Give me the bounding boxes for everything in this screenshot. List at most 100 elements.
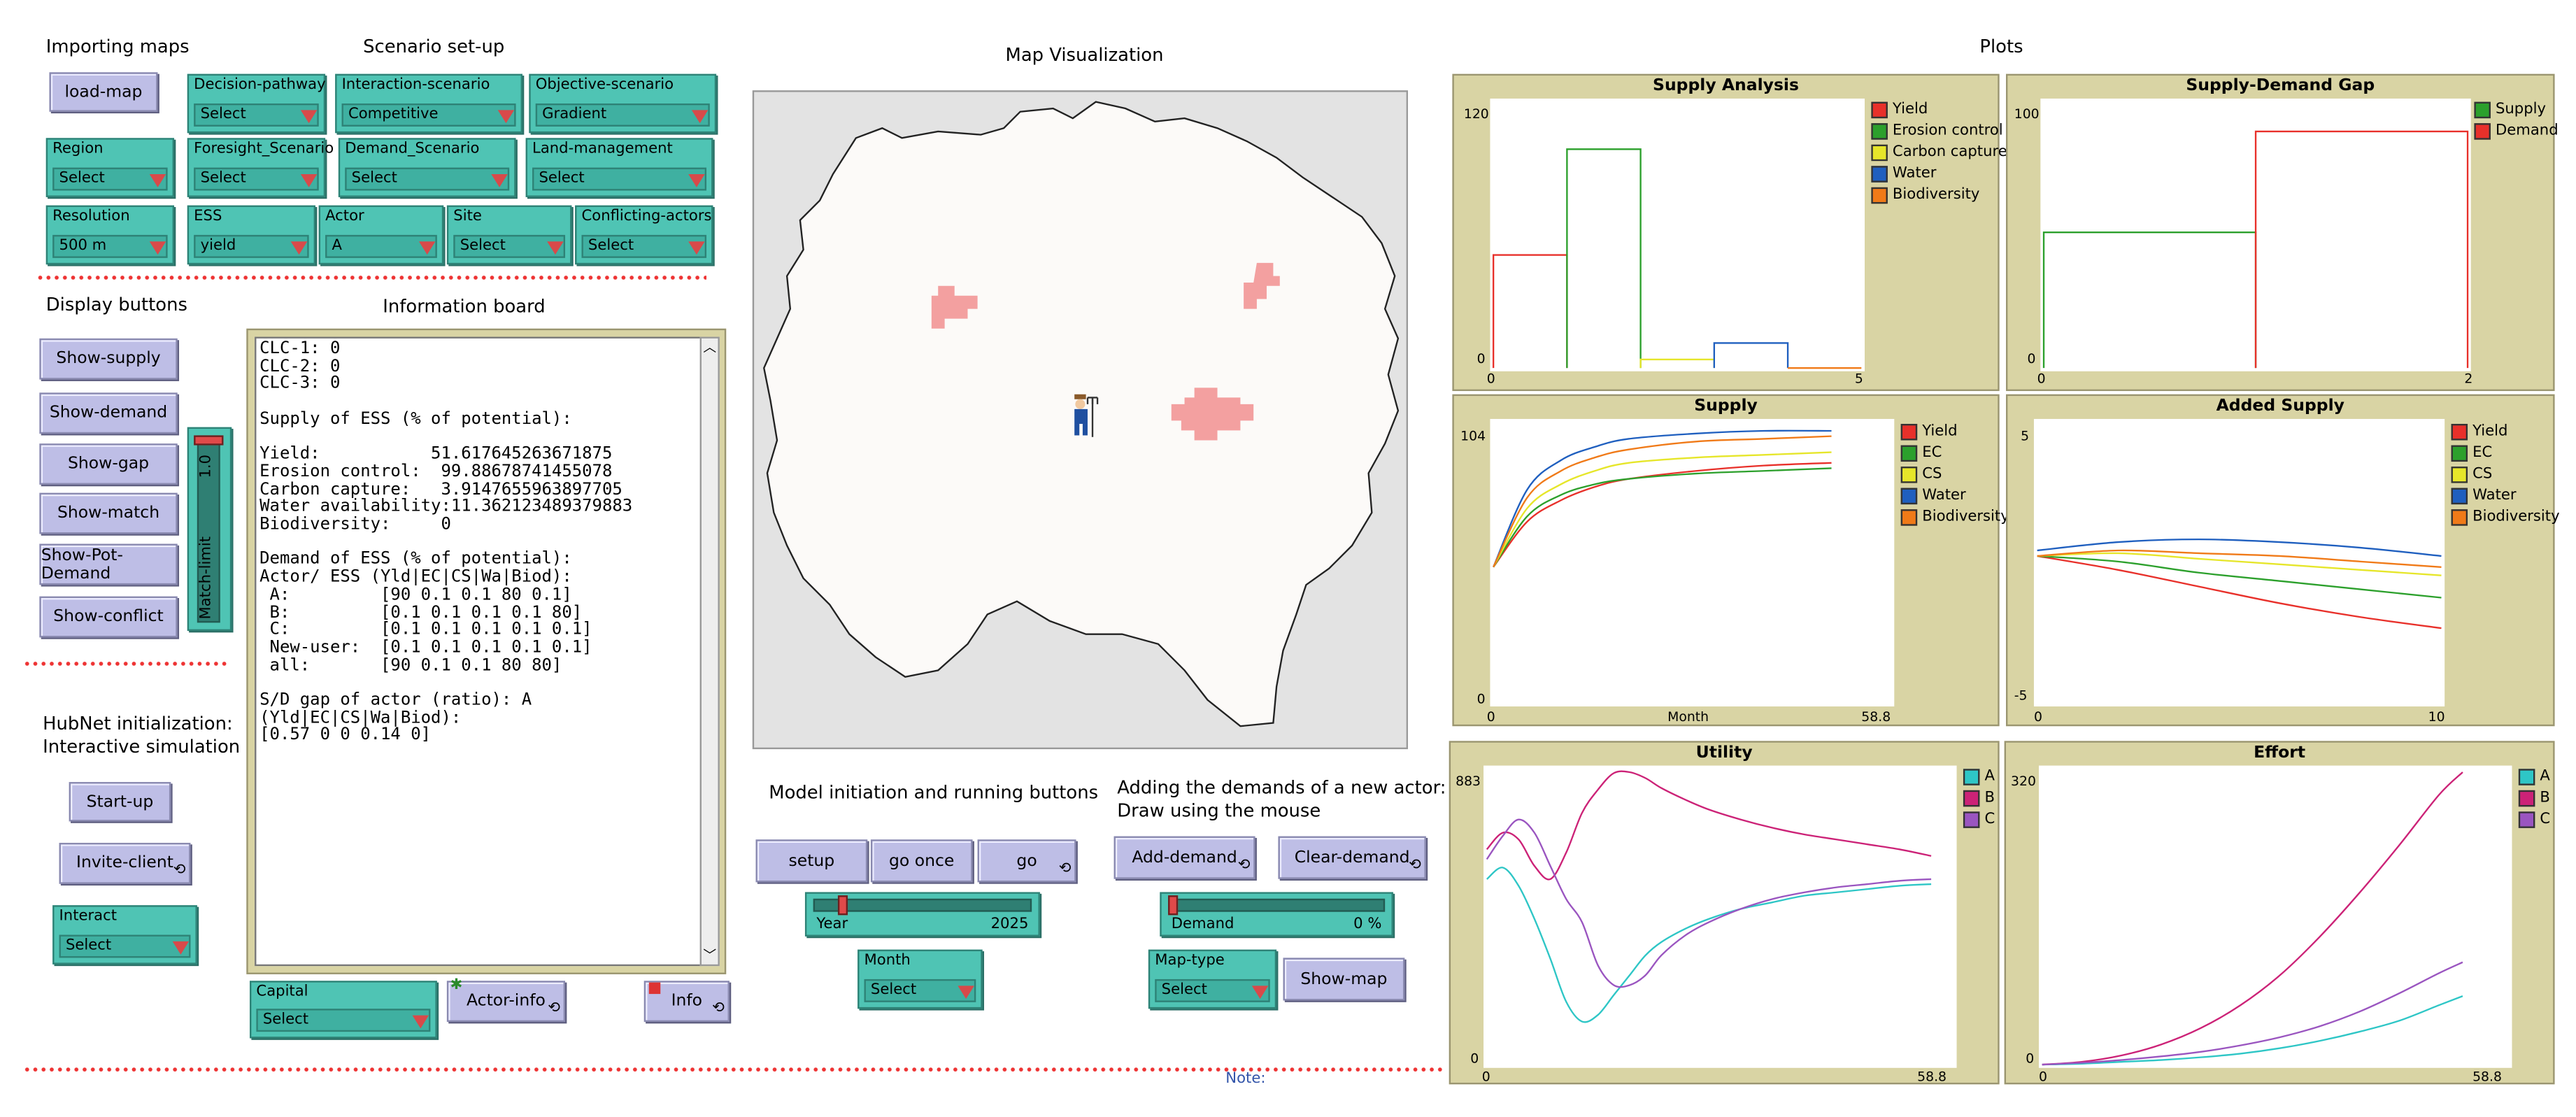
legend-label: C [2540,811,2551,827]
x-max-label: 2 [2464,371,2473,386]
scroll-down-icon[interactable]: ﹀ [703,948,717,963]
y-max-label: 5 [2021,429,2030,444]
conflicting-actors-chooser[interactable]: Conflicting-actors Select [575,205,713,265]
chooser-value: Select [59,934,191,958]
slider-handle[interactable] [1168,895,1179,916]
region-chooser[interactable]: Region Select [45,138,174,197]
legend-item: Biodiversity [1900,506,2009,527]
month-chooser[interactable]: Month Select [858,949,983,1009]
x-max-label: 58.8 [1917,1069,1947,1085]
show-demand-button[interactable]: Show-demand [39,392,178,434]
legend-swatch [2451,508,2468,525]
bar-carbon-capture [1639,358,1716,369]
forever-icon: ⟲ [712,1000,725,1017]
show-pot-demand-button[interactable]: Show-Pot-Demand [39,543,178,585]
map-view[interactable] [752,90,1409,750]
plot-title: Supply-Demand Gap [2186,77,2375,96]
objective-scenario-chooser[interactable]: Objective-scenario Gradient [529,73,717,134]
legend-label: Erosion control [1892,122,2003,139]
series-line-b [2042,771,2463,1066]
actor-chooser[interactable]: Actor A [318,205,444,265]
scroll-up-icon[interactable]: ︿ [703,340,717,355]
show-conflict-button[interactable]: Show-conflict [39,596,178,638]
year-slider[interactable]: Year 2025 [804,892,1040,937]
plot-area [1490,98,1865,371]
load-map-button[interactable]: load-map [49,72,158,112]
decision-pathway-chooser[interactable]: Decision-pathway Select [187,73,326,134]
legend-swatch [1900,422,1918,440]
legend-label: Water [2472,487,2517,504]
foresight-scenario-chooser[interactable]: Foresight_Scenario Select [187,138,334,197]
bar-demand [2254,130,2469,369]
info-scrollbar[interactable]: ︿ ﹀ [699,336,720,967]
show-gap-button[interactable]: Show-gap [39,443,178,485]
dropdown-arrow-icon [290,241,308,255]
plot-svg [1486,770,1932,1023]
forever-icon: ⟲ [1409,858,1421,874]
legend-label: Supply [2495,101,2547,118]
hubnet-heading: HubNet initialization: [43,713,233,734]
interaction-scenario-chooser[interactable]: Interaction-scenario Competitive [335,73,522,134]
bar-water [1713,342,1789,369]
site-chooser[interactable]: Site Select [446,205,572,265]
slider-handle[interactable] [838,895,848,916]
information-board-heading: Information board [383,295,546,318]
legend-swatch [1871,122,1888,139]
ess-chooser[interactable]: ESS yield [187,205,315,265]
series-line-a [1486,867,1932,1023]
plot-legend: Yield EC CS Water Biodiversity [2451,420,2560,527]
demand-scenario-chooser[interactable]: Demand_Scenario Select [338,138,516,197]
legend-item: C [1963,809,1995,830]
setup-button[interactable]: setup [755,839,868,883]
legend-label: Biodiversity [1892,186,1980,204]
actor-info-button[interactable]: Actor-info ⟲ ✱ [446,978,566,1023]
start-up-button[interactable]: Start-up [69,782,171,822]
chooser-value: Select [532,167,707,191]
dropdown-arrow-icon [958,986,974,999]
slider-handle[interactable] [194,435,224,446]
go-button[interactable]: go ⟲ [977,839,1076,883]
clear-demand-button[interactable]: Clear-demand ⟲ [1278,836,1426,879]
demand-slider[interactable]: Demand 0 % [1160,892,1393,937]
information-board: CLC-1: 0 CLC-2: 0 CLC-3: 0 Supply of ESS… [246,328,727,974]
dropdown-arrow-icon [497,110,515,124]
draw-mouse-heading: Draw using the mouse [1117,799,1321,822]
legend-label: A [1984,768,1995,785]
x-min-label: 0 [2033,709,2042,725]
add-demand-button[interactable]: Add-demand ⟲ [1113,836,1255,879]
forever-icon: ⟲ [173,862,186,879]
interact-chooser[interactable]: Interact Select [52,905,197,965]
series-line-water [2037,538,2442,557]
year-value: 2025 [990,916,1029,934]
land-management-chooser[interactable]: Land-management Select [525,138,713,197]
resolution-chooser[interactable]: Resolution 500 m [45,205,174,265]
match-limit-slider[interactable]: Match-limit 1.0 [187,427,232,631]
supply-patch-3 [1171,387,1254,441]
info-button[interactable]: Info ⟲ [643,981,730,1023]
show-map-button[interactable]: Show-map [1283,958,1405,1001]
invite-client-button[interactable]: Invite-client ⟲ [59,842,191,884]
show-match-button[interactable]: Show-match [39,492,178,534]
adding-demands-heading: Adding the demands of a new actor: [1117,777,1446,799]
chooser-value: Select [864,979,976,1002]
legend-item: B [2518,787,2550,809]
plot-area [1483,765,1957,1068]
capital-chooser[interactable]: Capital Select [250,981,437,1039]
legend-swatch [1963,789,1980,806]
series-line-biodiversity [1493,435,1832,568]
show-supply-button[interactable]: Show-supply [39,338,178,380]
legend-item: Yield [2451,420,2560,442]
legend-label: B [1984,789,1995,806]
map-type-chooser[interactable]: Map-type Select [1148,949,1277,1009]
legend-label: C [1984,811,1995,827]
plot-area [2040,98,2471,371]
chooser-value: Select [194,167,319,191]
legend-label: Biodiversity [2472,508,2560,525]
legend-swatch [2451,487,2468,504]
legend-item: Demand [2474,120,2559,141]
year-label: Year [816,916,848,934]
dropdown-arrow-icon [688,173,705,187]
go-once-button[interactable]: go once [870,839,973,883]
chooser-value: yield [194,234,309,258]
legend-item: Erosion control [1871,120,2007,141]
